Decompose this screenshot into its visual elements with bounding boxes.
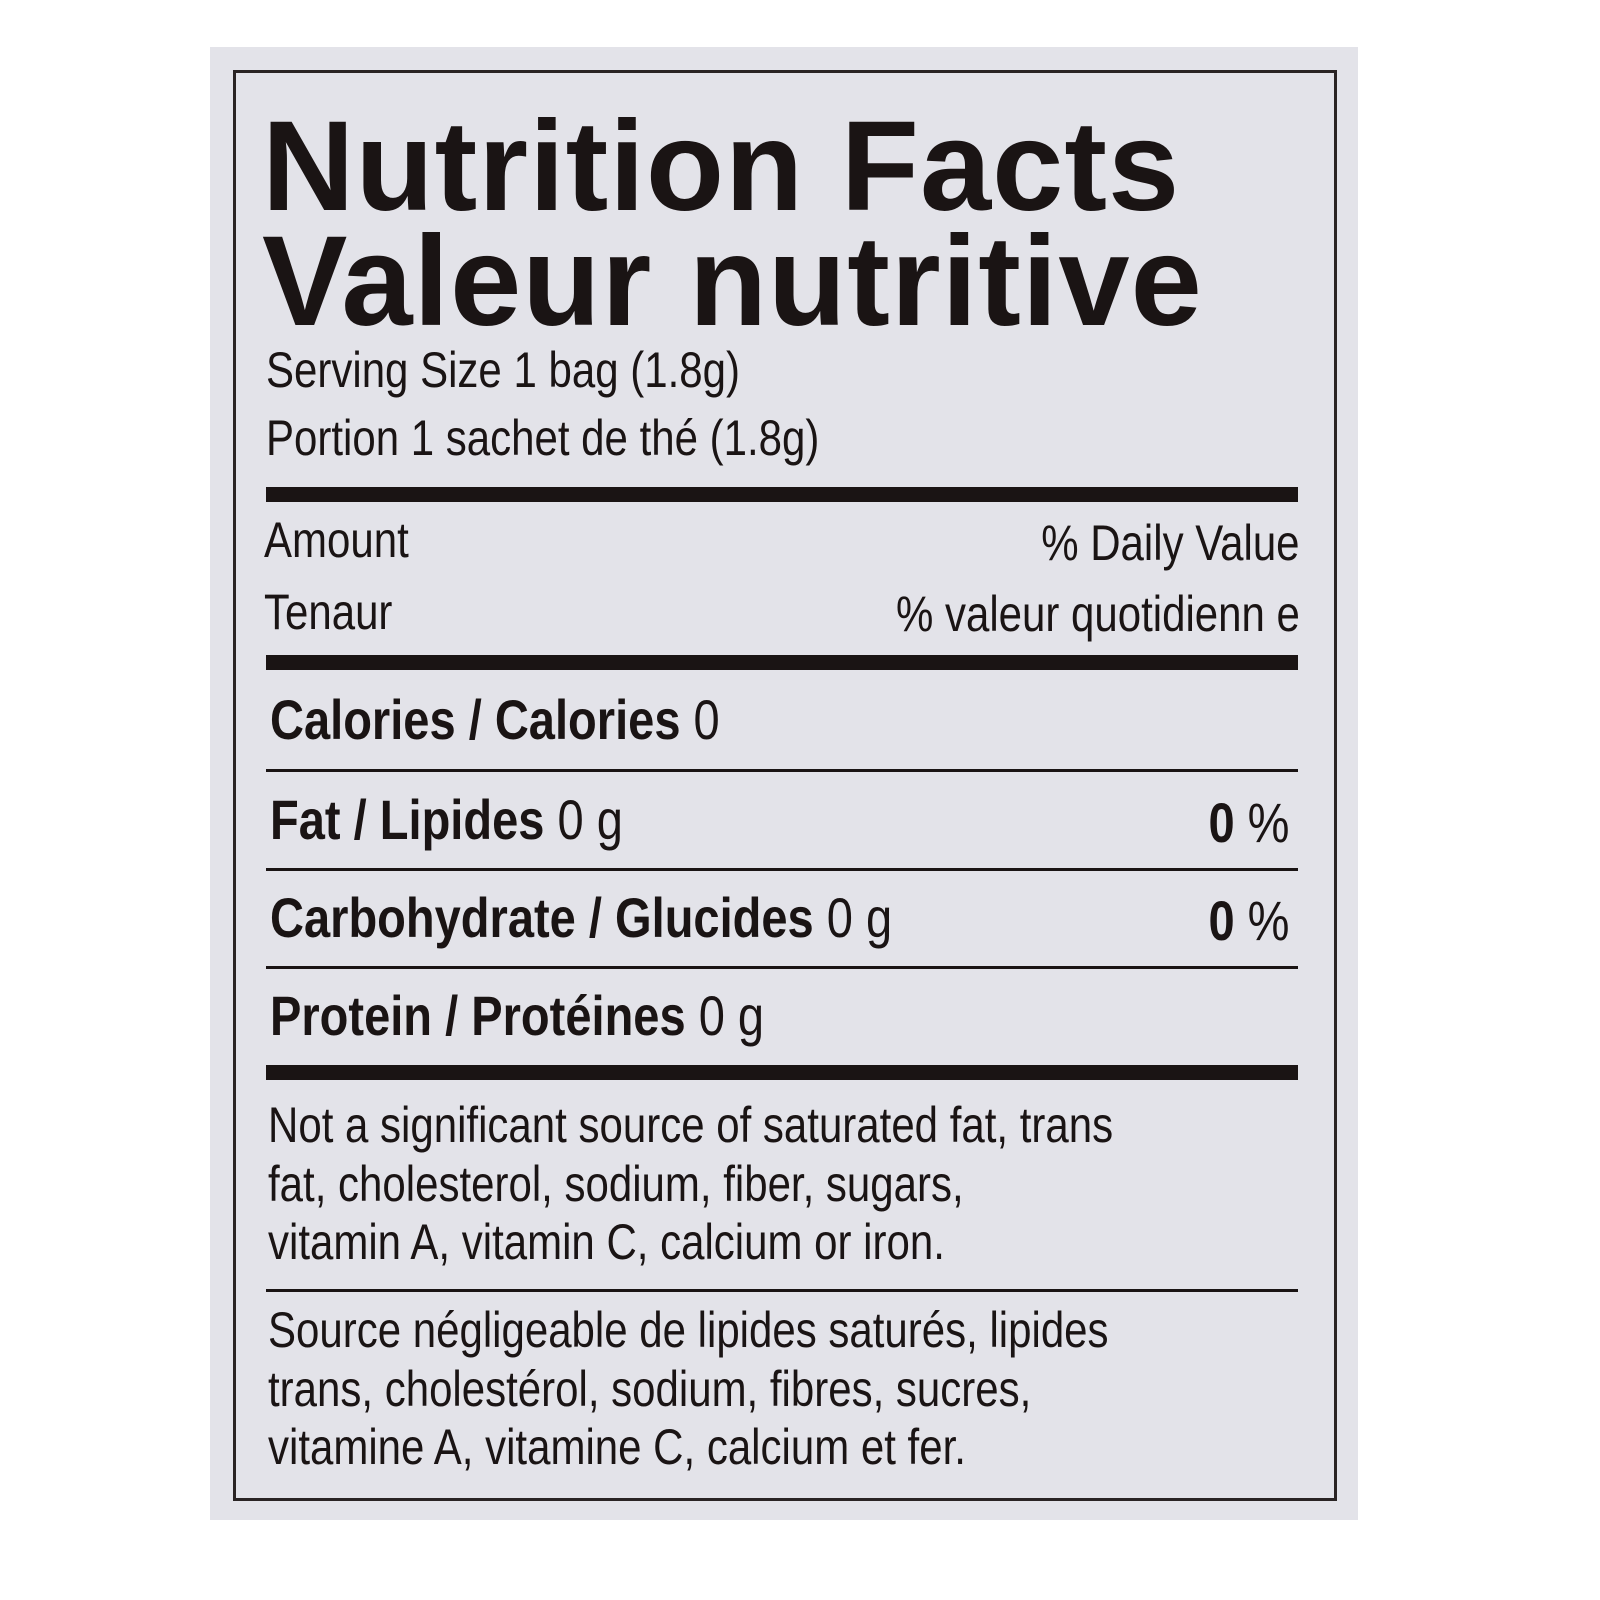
- title-en: Nutrition Facts: [262, 95, 1181, 238]
- nutrition-facts-border: [233, 70, 1337, 1501]
- nutrient-row-calories: Calories / Calories 0: [270, 692, 720, 748]
- daily-value-header-fr: % valeur quotidienn e: [896, 586, 1300, 642]
- nutrient-dv-carbohydrate: 0 %: [1208, 889, 1290, 952]
- serving-size-en: Serving Size 1 bag (1.8g): [266, 342, 740, 398]
- nutrient-label: Protein / Protéines: [270, 984, 686, 1047]
- footnote-en-line: vitamin A, vitamin C, calcium or iron.: [268, 1214, 945, 1270]
- nutrient-amount: 0 g: [826, 886, 893, 949]
- divider-thick: [266, 655, 1298, 670]
- divider-thin: [266, 769, 1298, 772]
- divider-thin: [266, 1289, 1298, 1292]
- footnote-fr-line: trans, cholestérol, sodium, fibres, sucr…: [268, 1361, 1032, 1417]
- nutrient-amount: 0 g: [698, 984, 765, 1047]
- amount-header-fr: Tenaur: [264, 584, 393, 640]
- nutrient-label: Carbohydrate / Glucides: [270, 886, 814, 949]
- nutrient-amount: 0 g: [557, 788, 623, 851]
- divider-thick: [266, 487, 1298, 502]
- nutrient-row-fat: Fat / Lipides 0 g: [270, 792, 623, 848]
- divider-thin: [266, 966, 1298, 969]
- serving-size-fr: Portion 1 sachet de thé (1.8g): [266, 410, 820, 466]
- footnote-fr-line: Source négligeable de lipides saturés, l…: [268, 1302, 1109, 1358]
- title-fr: Valeur nutritive: [262, 210, 1203, 353]
- amount-header-en: Amount: [264, 512, 409, 568]
- nutrient-dv-fat: 0 %: [1208, 791, 1290, 854]
- nutrient-amount: 0: [693, 688, 720, 751]
- nutrient-row-protein: Protein / Protéines 0 g: [270, 988, 764, 1044]
- footnote-en-line: fat, cholesterol, sodium, fiber, sugars,: [268, 1156, 964, 1212]
- footnote-en-line: Not a significant source of saturated fa…: [268, 1097, 1114, 1153]
- label-panel: [210, 47, 1358, 1520]
- nutrient-row-carbohydrate: Carbohydrate / Glucides 0 g: [270, 890, 892, 946]
- divider-thick: [266, 1065, 1298, 1080]
- daily-value-header-en: % Daily Value: [1041, 515, 1300, 571]
- divider-thin: [266, 868, 1298, 871]
- nutrient-label: Calories / Calories: [270, 688, 681, 751]
- nutrient-label: Fat / Lipides: [270, 788, 545, 851]
- footnote-fr-line: vitamine A, vitamine C, calcium et fer.: [268, 1419, 966, 1475]
